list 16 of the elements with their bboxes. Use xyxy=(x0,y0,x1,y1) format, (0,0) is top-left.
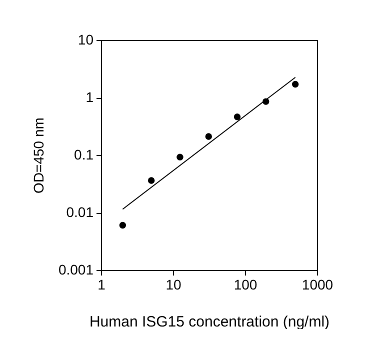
point xyxy=(148,177,155,184)
y-tick-label: 1 xyxy=(86,89,94,105)
y-tick-label: 0.1 xyxy=(74,146,94,162)
x-tick-label: 1 xyxy=(98,276,106,292)
y-axis-title: OD=450 nm xyxy=(30,118,46,194)
point xyxy=(234,114,241,120)
y-tick-label: 0.001 xyxy=(58,262,94,278)
y-tick-label: 10 xyxy=(78,32,94,48)
x-tick-label: 10 xyxy=(166,276,182,292)
point xyxy=(292,80,299,88)
y-tick-label: 0.01 xyxy=(66,204,94,220)
point xyxy=(205,133,212,140)
x-tick-label: 100 xyxy=(234,276,258,292)
x-tick-label: 1000 xyxy=(302,276,334,292)
point xyxy=(176,154,184,160)
point xyxy=(119,222,126,229)
